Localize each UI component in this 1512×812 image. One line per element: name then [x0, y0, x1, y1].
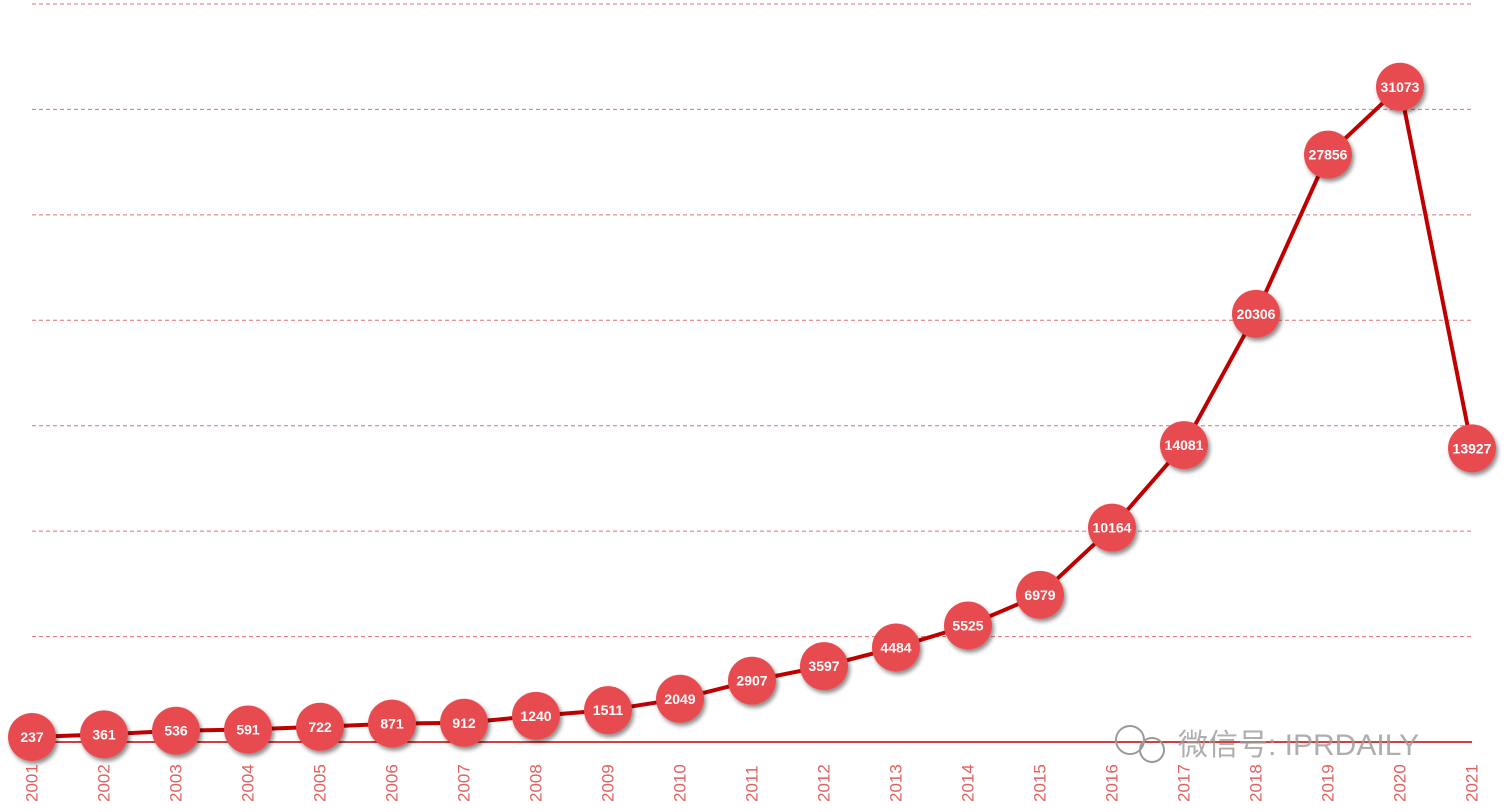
value-label: 912 [452, 715, 476, 731]
value-label: 20306 [1237, 306, 1276, 322]
x-tick-label: 2001 [23, 764, 42, 802]
x-tick-label: 2003 [167, 764, 186, 802]
x-tick-label: 2018 [1247, 764, 1266, 802]
marker [8, 713, 56, 762]
marker [512, 691, 560, 740]
marker [440, 698, 488, 747]
x-tick-label: 2004 [239, 764, 258, 802]
value-label: 237 [20, 729, 44, 745]
value-label: 1240 [520, 708, 551, 724]
marker [728, 656, 776, 705]
x-tick-label: 2017 [1175, 764, 1194, 802]
value-label: 591 [236, 722, 260, 738]
marker [1160, 421, 1208, 470]
value-label: 536 [164, 723, 188, 739]
marker [152, 706, 200, 755]
marker [656, 674, 704, 723]
x-tick-label: 2010 [671, 764, 690, 802]
x-tick-label: 2006 [383, 764, 402, 802]
value-label: 31073 [1381, 79, 1420, 95]
x-tick-label: 2005 [311, 764, 330, 802]
value-label: 2049 [664, 691, 695, 707]
x-tick-label: 2012 [815, 764, 834, 802]
x-tick-label: 2013 [887, 764, 906, 802]
value-label: 871 [380, 716, 404, 732]
x-tick-label: 2014 [959, 764, 978, 802]
value-label: 4484 [880, 639, 911, 655]
value-label: 14081 [1165, 437, 1204, 453]
value-label: 2907 [736, 673, 767, 689]
marker [1232, 289, 1280, 338]
x-tick-label: 2015 [1031, 764, 1050, 802]
marker [368, 699, 416, 748]
value-label: 3597 [808, 658, 839, 674]
x-tick-label: 2021 [1463, 764, 1482, 802]
x-tick-label: 2011 [743, 765, 762, 802]
x-tick-label: 2008 [527, 764, 546, 802]
value-label: 13927 [1453, 440, 1492, 456]
x-tick-label: 2002 [95, 764, 114, 802]
plot: 2001 2002 2003 2004 2005 2006 2007 2008 2009 2010… [8, 3, 1496, 802]
value-label: 10164 [1093, 520, 1132, 536]
x-tick-label: 2016 [1103, 764, 1122, 802]
marker [1304, 130, 1352, 179]
marker [800, 642, 848, 691]
watermark-icon [1139, 737, 1165, 763]
marker [224, 705, 272, 754]
x-tick-label: 2007 [455, 764, 474, 802]
x-tick-label: 2009 [599, 764, 618, 802]
watermark-text: 微信号: IPRDAILY [1178, 729, 1419, 762]
value-label: 361 [92, 726, 116, 742]
marker [872, 623, 920, 672]
watermark: 微信号: IPRDAILY [1115, 725, 1419, 763]
x-tick-label: 2019 [1319, 764, 1338, 802]
value-label: 6979 [1024, 587, 1055, 603]
marker [944, 601, 992, 650]
marker [1448, 424, 1496, 473]
x-tick-label: 2020 [1391, 764, 1410, 802]
line [31, 84, 1474, 740]
value-label: 27856 [1309, 147, 1348, 163]
marker [1088, 503, 1136, 552]
marker [584, 686, 632, 735]
value-label: 5525 [952, 618, 983, 634]
value-label: 1511 [593, 702, 624, 718]
marker [1376, 62, 1424, 111]
marker [1016, 570, 1064, 619]
marker [296, 702, 344, 751]
value-label: 722 [308, 719, 332, 735]
marker [80, 710, 128, 759]
